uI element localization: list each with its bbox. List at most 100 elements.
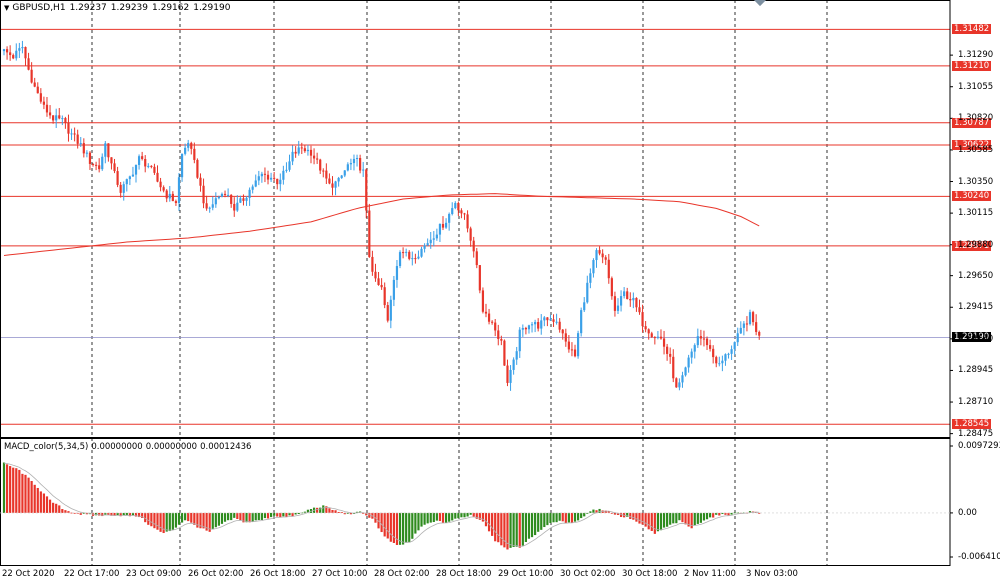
candle-body <box>190 142 193 149</box>
candle-body <box>527 325 531 330</box>
macd-bar <box>36 487 39 513</box>
macd-bar <box>211 512 214 530</box>
candle-body <box>641 312 644 327</box>
macd-bar <box>672 512 675 524</box>
symbol-label: GBPUSD,H1 <box>12 3 66 13</box>
candle-body <box>389 299 392 321</box>
macd-bar <box>55 503 58 513</box>
macd-bar <box>21 473 24 513</box>
candle-body <box>386 305 389 321</box>
macd-bar <box>690 512 693 529</box>
macd-bar <box>669 512 672 525</box>
current-price-label: 1.29190 <box>952 332 992 343</box>
level-price-label: 1.28545 <box>952 419 992 430</box>
dropdown-arrow-icon[interactable]: ▼ <box>4 4 10 12</box>
candle-body <box>481 290 485 312</box>
candle-body <box>675 378 678 388</box>
candle-body <box>125 179 128 185</box>
candle-body <box>451 208 454 214</box>
macd-bar <box>343 512 346 515</box>
macd-bar <box>718 512 721 516</box>
candle-body <box>248 189 251 198</box>
chart-title[interactable]: ▼ GBPUSD,H1 1.29237 1.29239 1.29162 1.29190 <box>4 3 230 13</box>
macd-value-3: 0.00012436 <box>200 442 252 452</box>
macd-bar <box>432 512 435 523</box>
candle-body <box>466 214 469 229</box>
candle-body <box>153 166 156 173</box>
candle-body <box>546 317 549 321</box>
candle-body <box>690 351 693 358</box>
macd-bar <box>144 512 147 523</box>
macd-bar <box>632 512 635 520</box>
candle-body <box>349 163 353 165</box>
macd-bar <box>116 512 119 516</box>
macd-bar <box>398 512 402 545</box>
x-tick-label: 23 Oct 09:00 <box>126 569 182 579</box>
macd-bar <box>558 512 561 521</box>
macd-bar <box>193 512 196 525</box>
candle-body <box>392 279 395 300</box>
x-tick-label: 30 Oct 18:00 <box>622 569 678 579</box>
candle-body <box>395 266 399 280</box>
x-tick-label: 22 Oct 17:00 <box>64 569 120 579</box>
macd-bar <box>306 509 310 513</box>
candle-body <box>162 187 165 191</box>
candle-body <box>383 287 386 306</box>
macd-bar <box>570 512 574 523</box>
macd-bar <box>128 512 131 517</box>
candle-body <box>245 197 248 201</box>
level-price-label: 1.31210 <box>952 60 992 71</box>
x-tick-label: 29 Oct 10:00 <box>498 569 554 579</box>
candle-body <box>515 351 518 360</box>
candle-body <box>319 159 322 171</box>
y-tick-label: 1.28710 <box>958 397 994 408</box>
candle-body <box>656 336 660 338</box>
candle-body <box>187 142 190 148</box>
low-value: 1.29162 <box>152 3 190 13</box>
macd-bar <box>134 512 138 517</box>
macd-bar <box>414 512 417 534</box>
macd-bar <box>122 512 125 516</box>
macd-bar <box>18 469 21 513</box>
macd-bar <box>190 512 193 523</box>
candle-body <box>380 284 383 288</box>
candle-body <box>144 158 147 167</box>
macd-bar <box>530 512 534 538</box>
macd-bar <box>227 512 230 521</box>
macd-bar <box>125 512 128 515</box>
moving-average-line <box>3 193 760 256</box>
macd-bar <box>383 512 386 537</box>
candle-body <box>374 271 377 279</box>
candle-body <box>322 170 325 172</box>
macd-bar <box>537 512 540 532</box>
candle-body <box>570 349 574 351</box>
macd-bar <box>444 512 448 523</box>
macd-bar <box>276 512 279 517</box>
macd-bar <box>239 512 242 520</box>
candle-body <box>113 163 116 172</box>
macd-bar <box>454 512 457 519</box>
candle-body <box>196 159 199 178</box>
macd-bar <box>177 512 181 525</box>
macd-title: MACD_color(5,34,5) 0.00000000 0.00000000 0.… <box>4 442 251 452</box>
candle-body <box>288 161 291 170</box>
candle-body <box>721 360 724 364</box>
level-price-label: 1.30622 <box>952 139 992 150</box>
macd-bar <box>331 510 334 513</box>
macd-bar <box>297 512 300 514</box>
candle-body <box>672 356 675 379</box>
candle-body <box>632 297 635 301</box>
x-tick-label: 28 Oct 18:00 <box>436 569 492 579</box>
candle-body <box>626 291 629 300</box>
macd-bar <box>678 512 681 521</box>
macd-bar <box>187 512 190 522</box>
macd-bar <box>273 512 276 516</box>
macd-bar <box>319 507 322 513</box>
candle-body <box>503 340 506 366</box>
macd-bar <box>153 512 156 529</box>
macd-bar <box>555 512 558 523</box>
macd-bar <box>174 512 178 528</box>
candle-body <box>739 327 742 334</box>
macd-bar <box>45 496 49 513</box>
candle-body <box>512 359 515 370</box>
